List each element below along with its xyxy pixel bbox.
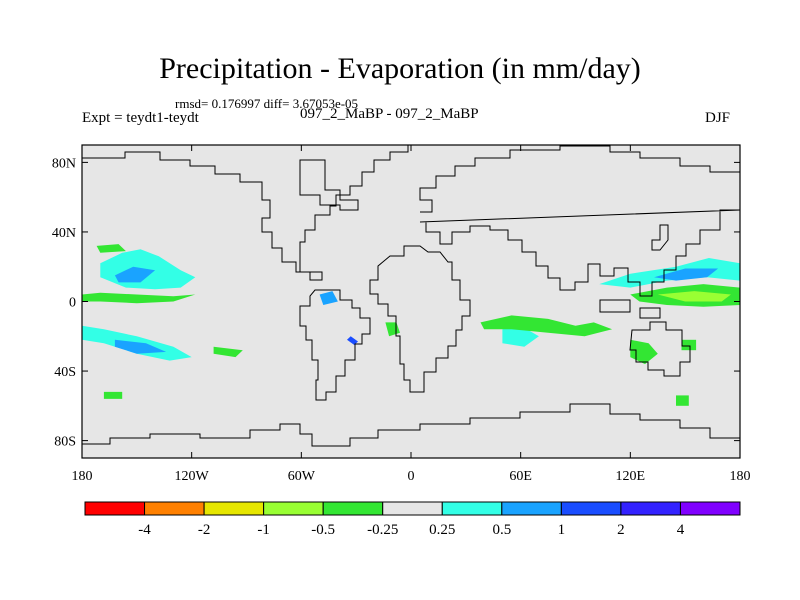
colorbar-swatch-7 [501,501,562,516]
coastline-japan [651,224,669,251]
y-tick-label-4: 80S [54,435,76,450]
contour-region-18 [676,395,689,406]
colorbar-label-7: 1 [558,522,566,538]
season-label: DJF [705,110,731,126]
axes: 180 120W 60W 0 60E 120E 180 80N 40N 0 40S 80S [52,145,751,484]
colorbar-label-6: 0.5 [492,522,511,538]
y-tick-label-1: 40N [52,226,76,241]
coastline-greenland [299,159,359,211]
colorbar-label-3: -0.5 [311,522,335,538]
contour-region-6 [502,325,539,347]
stats-label: rmsd= 0.176997 diff= 3.67053e-05 [175,96,359,111]
x-tick-label-5: 120E [616,469,646,484]
contour-region-16 [213,346,243,358]
continent-outlines [82,145,740,447]
coastline-indonesia [599,299,661,319]
chart-title: Precipitation - Evaporation (in mm/day) [159,52,641,85]
contour-region-1 [114,266,156,283]
case-label: 097_2_MaBP - 097_2_MaBP [300,106,479,122]
contour-region-8 [347,336,358,345]
colorbar-swatch-4 [322,501,384,516]
x-tick-label-1: 120W [175,469,210,484]
colorbar-swatch-5 [382,501,443,516]
contour-region-19 [579,325,591,333]
y-tick-label-0: 80N [52,156,76,171]
colorbar-label-1: -2 [198,522,211,538]
contour-region-4 [599,258,740,288]
contour-region-5 [654,268,719,281]
colorbar-swatch-9 [620,501,681,516]
colorbar-label-9: 4 [677,522,685,538]
contour-region-10 [96,244,126,253]
coastline-north-america [82,145,409,281]
colorbar-swatch-0 [84,501,146,516]
coastline-asia-south [419,209,740,297]
contour-regions [82,244,740,406]
coastline-australia [629,321,691,377]
contour-region-3 [114,339,167,354]
y-tick-label-2: 0 [69,296,76,311]
x-tick-label-0: 180 [72,469,93,484]
contour-region-13 [480,315,613,337]
x-tick-label-4: 60E [509,469,532,484]
contour-region-7 [319,291,338,305]
colorbar-swatch-8 [560,501,622,516]
colorbar-label-5: 0.25 [429,522,455,538]
contour-region-20 [681,339,697,351]
experiment-label: Expt = teydt1-teydt [82,110,199,126]
x-tick-label-6: 180 [730,469,751,484]
coastline-antarctica [82,403,740,447]
colorbar-swatch-3 [263,501,324,516]
colorbar-swatch-6 [441,501,503,516]
colorbar-label-0: -4 [138,522,151,538]
colorbar-swatch-2 [203,501,265,516]
colorbar-label-2: -1 [257,522,270,538]
coastline-africa [369,245,471,393]
coastline-south-america [299,289,371,401]
colorbar-swatch-1 [144,501,205,516]
contour-region-14 [630,339,658,365]
colorbar-label-8: 2 [617,522,625,538]
x-tick-label-2: 60W [288,469,316,484]
contour-region-17 [103,391,123,399]
x-tick-label-3: 0 [408,469,415,484]
contour-region-9 [82,292,196,304]
coastline-eurasia [419,145,740,213]
colorbar: -4 -2 -1 -0.5 -0.25 0.25 0.5 1 2 4 [84,501,741,538]
contour-region-12 [657,291,731,302]
colorbar-swatch-10 [679,501,741,516]
colorbar-label-4: -0.25 [367,522,398,538]
y-tick-label-3: 40S [54,365,76,380]
